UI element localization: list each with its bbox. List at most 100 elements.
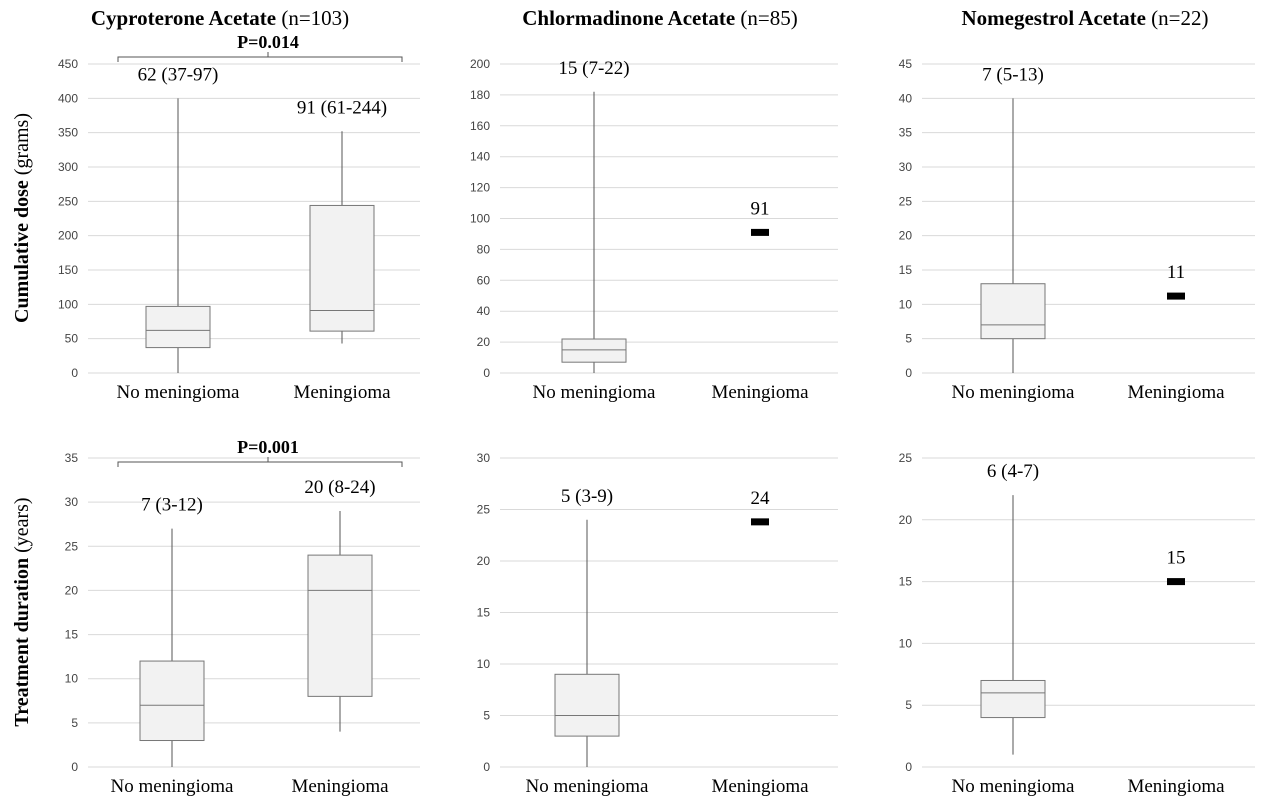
y-tick-label: 30 bbox=[65, 495, 79, 509]
median-iqr-label: 15 (7-22) bbox=[558, 58, 629, 79]
y-tick-label: 80 bbox=[477, 242, 491, 256]
significance-bracket bbox=[117, 56, 403, 62]
chart-panel-1: 0 50 100 150 200 250 300 350 400 450 No meningioma… bbox=[58, 6, 420, 403]
median-iqr-label: 20 (8-24) bbox=[304, 477, 375, 498]
y-tick-label: 0 bbox=[905, 366, 912, 380]
x-category-label: No meningioma bbox=[111, 776, 235, 797]
value-label: 91 bbox=[751, 198, 770, 219]
y-tick-label: 5 bbox=[71, 716, 78, 730]
y-tick-label: 25 bbox=[477, 503, 491, 517]
y-tick-label: 0 bbox=[71, 760, 78, 774]
y-tick-label: 0 bbox=[483, 366, 490, 380]
y-axis-label: Treatment duration (years) bbox=[11, 497, 33, 726]
y-tick-label: 30 bbox=[477, 451, 491, 465]
y-tick-label: 35 bbox=[65, 451, 79, 465]
y-tick-label: 20 bbox=[899, 513, 913, 527]
y-tick-label: 25 bbox=[899, 451, 913, 465]
y-tick-label: 5 bbox=[905, 332, 912, 346]
y-tick-label: 20 bbox=[899, 229, 913, 243]
y-tick-label: 25 bbox=[899, 194, 913, 208]
y-tick-label: 20 bbox=[65, 583, 79, 597]
y-tick-label: 35 bbox=[899, 126, 913, 140]
chart-panel-6: 0 5 10 15 20 25 No meningioma Meningioma 6 (4-7)… bbox=[899, 451, 1255, 797]
y-tick-label: 15 bbox=[65, 628, 79, 642]
y-tick-label: 30 bbox=[899, 160, 913, 174]
iqr-box bbox=[139, 660, 205, 742]
iqr-box bbox=[980, 283, 1046, 340]
y-tick-label: 15 bbox=[477, 606, 491, 620]
y-tick-label: 150 bbox=[58, 263, 78, 277]
y-tick-label: 180 bbox=[470, 88, 490, 102]
x-category-label: No meningioma bbox=[952, 382, 1076, 403]
iqr-box bbox=[561, 338, 627, 363]
x-category-label: Meningioma bbox=[293, 382, 391, 403]
y-axis-label: Cumulative dose (grams) bbox=[11, 113, 33, 323]
y-tick-label: 40 bbox=[899, 91, 913, 105]
value-label: 15 bbox=[1167, 548, 1186, 569]
chart-title: Chlormadinone Acetate (n=85) bbox=[522, 6, 798, 30]
y-tick-label: 15 bbox=[899, 263, 913, 277]
x-category-label: No meningioma bbox=[526, 776, 650, 797]
y-tick-label: 10 bbox=[899, 636, 913, 650]
x-category-label: Meningioma bbox=[711, 382, 809, 403]
single-value-marker bbox=[751, 518, 769, 526]
chart-panel-5: 0 5 10 15 20 25 30 No meningioma Meningioma 5 (3-… bbox=[477, 451, 838, 797]
x-category-label: Meningioma bbox=[1127, 382, 1225, 403]
x-category-label: No meningioma bbox=[117, 382, 241, 403]
y-tick-label: 0 bbox=[71, 366, 78, 380]
y-tick-label: 45 bbox=[899, 57, 913, 71]
y-tick-label: 100 bbox=[470, 212, 490, 226]
chart-panel-4: 0 5 10 15 20 25 30 35 No meningioma Meningioma 7 (… bbox=[65, 437, 420, 797]
y-tick-label: 350 bbox=[58, 126, 78, 140]
x-category-label: Meningioma bbox=[711, 776, 809, 797]
chart-title: Nomegestrol Acetate (n=22) bbox=[961, 6, 1208, 30]
y-tick-label: 10 bbox=[899, 297, 913, 311]
y-tick-label: 0 bbox=[483, 760, 490, 774]
single-value-marker bbox=[1167, 292, 1185, 300]
chart-panel-3: 0 5 10 15 20 25 30 35 40 45 No meningioma Meningiom… bbox=[899, 6, 1255, 403]
median-iqr-label: 6 (4-7) bbox=[987, 461, 1039, 482]
y-tick-label: 140 bbox=[470, 150, 490, 164]
y-tick-label: 20 bbox=[477, 335, 491, 349]
y-tick-label: 15 bbox=[899, 575, 913, 589]
median-iqr-label: 7 (5-13) bbox=[982, 64, 1044, 85]
single-value-marker bbox=[751, 228, 769, 236]
median-iqr-label: 5 (3-9) bbox=[561, 486, 613, 507]
value-label: 11 bbox=[1167, 262, 1185, 283]
median-iqr-label: 7 (3-12) bbox=[141, 495, 203, 516]
iqr-box bbox=[980, 679, 1046, 719]
iqr-box bbox=[145, 305, 211, 349]
y-tick-label: 450 bbox=[58, 57, 78, 71]
y-tick-label: 25 bbox=[65, 539, 79, 553]
y-tick-label: 160 bbox=[470, 119, 490, 133]
median-iqr-label: 62 (37-97) bbox=[138, 64, 219, 85]
chart-title: Cyproterone Acetate (n=103) bbox=[91, 6, 349, 30]
p-value-label: P=0.001 bbox=[237, 437, 299, 457]
y-tick-label: 250 bbox=[58, 194, 78, 208]
significance-bracket bbox=[117, 461, 403, 467]
p-value-label: P=0.014 bbox=[237, 32, 299, 52]
single-value-marker bbox=[1167, 578, 1185, 586]
y-tick-label: 400 bbox=[58, 91, 78, 105]
median-iqr-label: 91 (61-244) bbox=[297, 97, 387, 118]
iqr-box bbox=[307, 554, 373, 697]
y-tick-label: 40 bbox=[477, 304, 491, 318]
y-tick-label: 120 bbox=[470, 181, 490, 195]
y-tick-label: 200 bbox=[58, 229, 78, 243]
x-category-label: Meningioma bbox=[291, 776, 389, 797]
value-label: 24 bbox=[751, 488, 771, 509]
y-tick-label: 60 bbox=[477, 273, 491, 287]
y-tick-label: 200 bbox=[470, 57, 490, 71]
y-tick-label: 10 bbox=[477, 657, 491, 671]
y-tick-label: 50 bbox=[65, 332, 79, 346]
iqr-box bbox=[554, 673, 620, 737]
y-tick-label: 5 bbox=[905, 698, 912, 712]
y-tick-label: 100 bbox=[58, 297, 78, 311]
chart-panel-2: 0 20 40 60 80 100 120 140 160 180 200 No meningioma… bbox=[470, 6, 838, 403]
iqr-box bbox=[309, 204, 375, 332]
x-category-label: No meningioma bbox=[533, 382, 657, 403]
y-tick-label: 300 bbox=[58, 160, 78, 174]
x-category-label: No meningioma bbox=[952, 776, 1076, 797]
y-tick-label: 0 bbox=[905, 760, 912, 774]
